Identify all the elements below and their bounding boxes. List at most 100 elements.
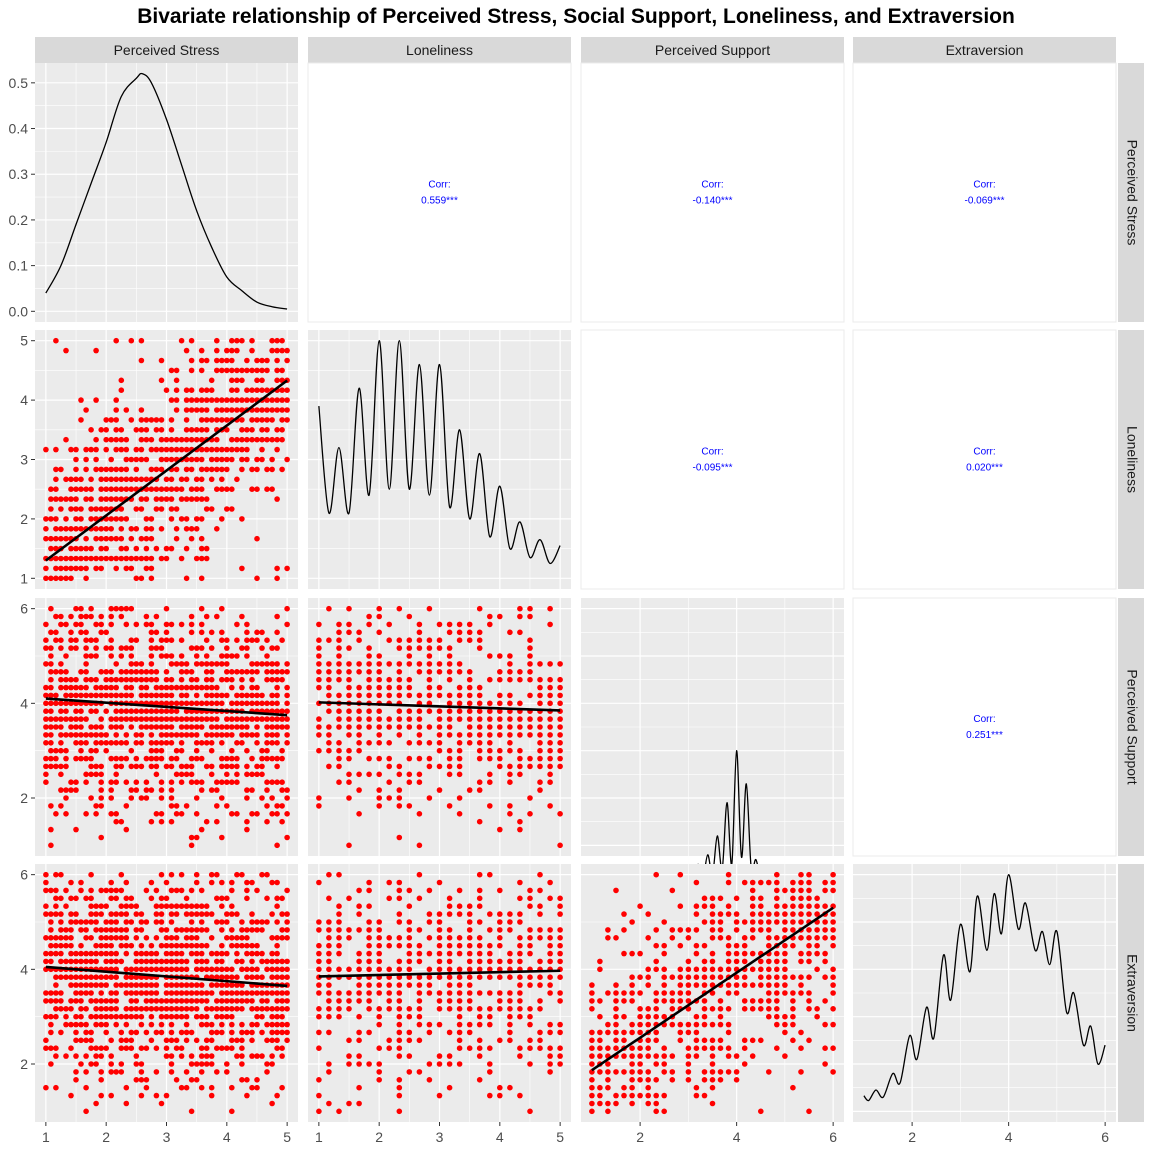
scatter-point — [103, 1045, 109, 1051]
scatter-point — [244, 629, 250, 636]
scatter-point — [356, 1013, 362, 1020]
scatter-point — [456, 669, 463, 675]
scatter-point — [168, 935, 175, 941]
scatter-point — [203, 700, 210, 707]
scatter-point — [259, 990, 265, 996]
scatter-point — [537, 700, 543, 707]
scatter-point — [259, 456, 265, 463]
scatter-point — [416, 716, 423, 722]
scatter-point — [163, 982, 170, 988]
scatter-point — [148, 818, 155, 825]
scatter-point — [193, 684, 200, 691]
scatter-point — [774, 1006, 780, 1012]
scatter-point — [537, 787, 543, 793]
regression-line — [318, 701, 561, 712]
scatter-point — [103, 1013, 109, 1020]
scatter-point — [103, 732, 109, 738]
scatter-point — [153, 982, 160, 988]
scatter-point — [269, 347, 275, 354]
scatter-point — [158, 927, 165, 933]
scatter-point — [527, 935, 533, 941]
scatter-point — [239, 407, 245, 413]
scatter-point — [517, 724, 523, 730]
scatter-point — [128, 716, 135, 722]
scatter-point — [113, 605, 119, 612]
scatter-point — [219, 466, 225, 473]
scatter-point — [741, 974, 748, 980]
scatter-point — [178, 700, 185, 707]
scatter-point — [219, 1006, 225, 1012]
scatter-point — [645, 966, 651, 973]
scatter-point — [198, 966, 205, 973]
scatter-point — [108, 990, 114, 996]
scatter-point — [138, 575, 145, 582]
scatter-point — [113, 1006, 119, 1012]
scatter-point — [346, 927, 352, 933]
scatter-point — [48, 535, 54, 542]
scatter-point — [254, 1077, 260, 1083]
scatter-point — [356, 998, 362, 1004]
scatter-point — [416, 842, 423, 849]
scatter-point — [316, 661, 322, 667]
scatter-point — [53, 811, 59, 817]
scatter-point — [517, 942, 523, 949]
scatter-point — [279, 427, 285, 433]
scatter-point — [173, 506, 180, 512]
scatter-point — [168, 700, 175, 707]
scatter-point — [709, 919, 716, 925]
scatter-point — [68, 637, 74, 643]
scatter-point — [806, 879, 812, 886]
scatter-point — [234, 716, 240, 722]
scatter-point — [138, 555, 145, 562]
y-axis-perceived-stress: 0.00.10.20.30.40.5 — [9, 75, 35, 319]
scatter-point — [613, 935, 619, 941]
scatter-point — [806, 871, 812, 878]
corr-label: Corr: — [701, 447, 723, 458]
scatter-point — [224, 982, 230, 988]
scatter-point — [153, 740, 160, 746]
scatter-point — [629, 1092, 635, 1099]
scatter-point — [244, 446, 250, 453]
scatter-point — [118, 942, 125, 949]
scatter-point — [284, 974, 290, 980]
scatter-point — [158, 637, 165, 643]
scatter-point — [279, 407, 285, 413]
scatter-point — [239, 367, 245, 374]
scatter-point — [153, 763, 160, 770]
scatter-point — [108, 476, 114, 483]
scatter-point — [547, 982, 553, 988]
scatter-point — [198, 645, 205, 651]
scatter-point — [284, 605, 290, 612]
scatter-point — [113, 337, 119, 344]
scatter-point — [178, 676, 185, 683]
scatter-point — [806, 1108, 812, 1115]
scatter-point — [173, 927, 180, 933]
scatter-point — [782, 903, 788, 909]
scatter-point — [83, 1006, 89, 1012]
scatter-point — [73, 724, 79, 730]
scatter-point — [178, 692, 185, 699]
scatter-point — [264, 669, 270, 675]
scatter-point — [274, 397, 280, 403]
scatter-point — [416, 1006, 423, 1012]
scatter-point — [416, 811, 423, 817]
scatter-point — [605, 1108, 611, 1115]
scatter-point — [224, 456, 230, 463]
scatter-point — [613, 887, 619, 894]
scatter-point — [108, 935, 114, 941]
scatter-point — [108, 516, 114, 522]
scatter-point — [98, 1045, 104, 1051]
scatter-point — [376, 629, 383, 636]
scatter-point — [178, 684, 185, 691]
scatter-point — [68, 446, 74, 453]
scatter-point — [244, 927, 250, 933]
scatter-point — [63, 958, 69, 965]
scatter-point — [188, 613, 195, 620]
scatter-point — [224, 716, 230, 722]
scatter-point — [93, 927, 99, 933]
scatter-point — [214, 700, 220, 707]
scatter-point — [133, 990, 140, 996]
scatter-point — [645, 1053, 651, 1059]
scatter-point — [476, 629, 483, 636]
scatter-point — [487, 911, 493, 917]
